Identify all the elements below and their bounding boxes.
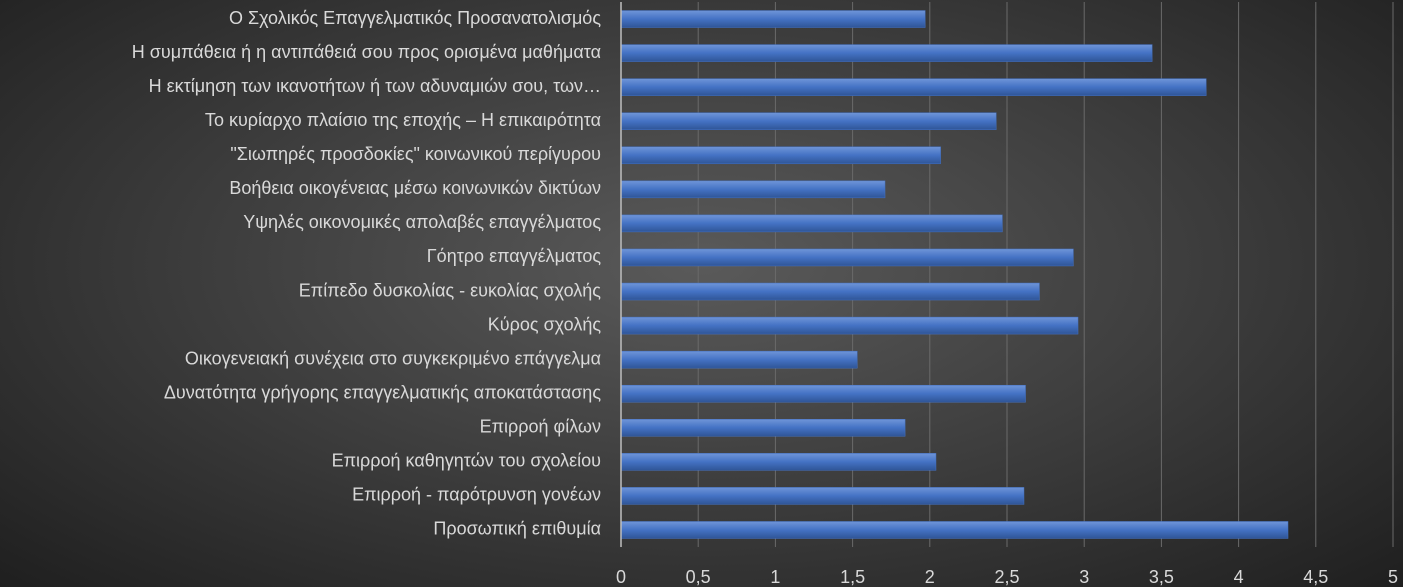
bar <box>620 316 1079 335</box>
bar <box>620 419 906 437</box>
x-tick-label: 2,5 <box>994 567 1019 587</box>
x-tick-label: 1,5 <box>840 567 865 587</box>
y-tick-label: Δυνατότητα γρήγορης επαγγελματικής αποκα… <box>164 382 601 402</box>
bar <box>620 487 1025 505</box>
x-tick-label: 5 <box>1388 567 1398 587</box>
bar <box>620 521 1289 539</box>
y-tick-label: Προσωπική επιθυμία <box>433 519 601 539</box>
x-tick-label: 1 <box>770 567 780 587</box>
y-tick-label: Επιρροή φίλων <box>480 417 601 437</box>
y-tick-label: Οικογενειακή συνέχεια στο συγκεκριμένο ε… <box>185 348 601 368</box>
y-tick-label: Ο Σχολικός Επαγγελματικός Προσανατολισμό… <box>229 8 601 28</box>
x-tick-label: 0,5 <box>686 567 711 587</box>
bar <box>620 10 926 28</box>
bar <box>620 248 1074 267</box>
bar <box>620 384 1026 403</box>
x-tick-label: 3,5 <box>1149 567 1174 587</box>
y-tick-label: Γόητρο επαγγέλματος <box>427 246 602 266</box>
y-tick-label: Βοήθεια οικογένειας μέσω κοινωνικών δικτ… <box>229 178 601 198</box>
y-tick-label: Επιρροή καθηγητών του σχολείου <box>332 451 601 471</box>
y-tick-label: Το κυρίαρχο πλαίσιο της εποχής – Η επικα… <box>205 110 601 130</box>
y-tick-label: "Σιωπηρές προσδοκίες" κοινωνικού περίγυρ… <box>230 144 601 164</box>
x-tick-label: 3 <box>1079 567 1089 587</box>
y-tick-label: Κύρος σχολής <box>488 314 602 334</box>
bar <box>620 282 1040 301</box>
bar <box>620 146 941 165</box>
bar <box>620 453 937 471</box>
y-tick-label: Η εκτίμηση των ικανοτήτων ή των αδυναμιώ… <box>149 76 601 96</box>
bar <box>620 214 1003 233</box>
x-tick-label: 0 <box>616 567 626 587</box>
y-tick-label: Υψηλές οικονομικές απολαβές επαγγέλματος <box>243 212 601 232</box>
bar <box>620 44 1153 62</box>
y-tick-label: Η συμπάθεια ή η αντιπάθειά σου προς ορισ… <box>132 42 601 62</box>
y-tick-label: Επίπεδο δυσκολίας - ευκολίας σχολής <box>299 280 602 300</box>
x-tick-label: 2 <box>925 567 935 587</box>
bar <box>620 78 1207 96</box>
bar <box>620 350 858 369</box>
bar <box>620 112 997 130</box>
bar <box>620 180 886 199</box>
x-tick-label: 4 <box>1234 567 1244 587</box>
y-tick-label: Επιρροή - παρότρυνση γονέων <box>352 485 601 505</box>
x-tick-label: 4,5 <box>1303 567 1328 587</box>
